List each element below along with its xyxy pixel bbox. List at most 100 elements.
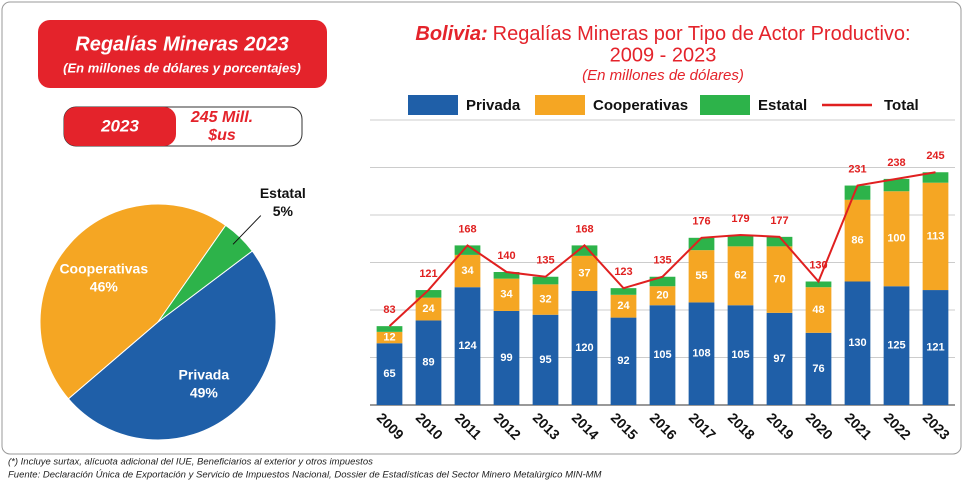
bar-segment (571, 291, 598, 405)
total-label: 168 (458, 223, 476, 235)
title-line2: 2009 - 2023 (610, 44, 717, 66)
legend-label: Cooperativas (593, 97, 688, 114)
bar-value: 55 (695, 270, 707, 282)
bar-value: 76 (812, 363, 824, 375)
bar-segment (493, 272, 520, 279)
bar-segment (805, 332, 832, 405)
total-label: 168 (575, 223, 593, 235)
bar-segment (610, 294, 637, 318)
bar-segment (415, 297, 442, 321)
badge-left (64, 107, 176, 146)
total-label: 140 (497, 250, 515, 262)
bar-value: 20 (656, 290, 668, 302)
bar-segment (883, 191, 910, 287)
bar-segment (376, 343, 403, 405)
badge-year: 2023 (100, 116, 139, 135)
title-emphasis: Bolivia: (415, 23, 487, 45)
bar-value: 34 (461, 265, 474, 277)
total-label: 83 (383, 304, 395, 316)
bar-segment (922, 172, 949, 183)
bar-value: 12 (383, 331, 395, 343)
bar-segment (727, 234, 754, 247)
title-line1: Regalías Mineras por Tipo de Actor Produ… (493, 23, 911, 45)
footnote: (*) Incluye surtax, alícuota adicional d… (8, 457, 373, 468)
slice-label: Privada (179, 367, 230, 383)
bar-segment (493, 278, 520, 311)
bar-segment (688, 237, 715, 251)
bar-value: 86 (851, 235, 863, 247)
footnote: Fuente: Declaración Única de Exportación… (8, 470, 602, 481)
bar-segment (844, 185, 871, 200)
pie-title: Regalías Mineras 2023 (75, 33, 288, 55)
bar-value: 65 (383, 368, 395, 380)
total-line (388, 171, 936, 327)
total-label: 123 (614, 266, 632, 278)
bar-segment (610, 288, 637, 295)
bar-value: 125 (887, 340, 905, 352)
bar-value: 105 (653, 349, 671, 361)
bar-value: 99 (500, 352, 512, 364)
bar-value: 124 (458, 340, 477, 352)
bar-segment (610, 317, 637, 405)
slice-value: 49% (190, 385, 219, 401)
bar-segment (454, 287, 481, 405)
bar-segment (844, 199, 871, 282)
bar-segment (493, 310, 520, 405)
bar-value: 24 (422, 303, 435, 315)
slice-label: Estatal (260, 185, 306, 201)
legend-label: Privada (466, 97, 521, 114)
bar-segment (844, 281, 871, 405)
bar-value: 92 (617, 355, 629, 367)
bar-segment (571, 245, 598, 256)
leader-line (232, 215, 262, 245)
total-label: 245 (926, 150, 944, 162)
bar-value: 100 (887, 233, 905, 245)
bar-value: 105 (731, 349, 749, 361)
badge-total: 245 Mill. (190, 109, 253, 126)
bar-segment (532, 314, 559, 405)
bar-segment (688, 250, 715, 303)
bar-segment (415, 320, 442, 405)
bar-segment (571, 255, 598, 291)
bar-segment (376, 326, 403, 332)
pie-slice (67, 250, 277, 441)
total-label: 130 (809, 259, 827, 271)
total-label: 135 (536, 255, 554, 267)
bar-segment (415, 290, 442, 298)
bar-segment (805, 281, 832, 288)
bar-value: 130 (848, 337, 866, 349)
total-label: 176 (692, 216, 710, 228)
pie-header (38, 20, 327, 88)
bar-segment (922, 182, 949, 291)
bar-segment (454, 254, 481, 288)
pie-subtitle: (En millones de dólares y porcentajes) (63, 60, 301, 75)
legend-label: Total (884, 97, 919, 114)
bar-title: Bolivia: Regalías Mineras por Tipo de Act… (415, 23, 910, 45)
bar-value: 32 (539, 293, 551, 305)
bar-segment (532, 284, 559, 315)
bar-segment (766, 312, 793, 405)
total-label: 179 (731, 213, 749, 225)
bar-subtitle: (En millones de dólares) (582, 67, 744, 84)
total-label: 121 (419, 268, 437, 280)
bar-value: 113 (927, 230, 945, 242)
bar-value: 37 (578, 267, 590, 279)
bar-value: 120 (575, 342, 593, 354)
bar-value: 48 (812, 304, 824, 316)
bar-segment (649, 276, 676, 287)
bar-segment (883, 178, 910, 192)
bar-segment (766, 246, 793, 313)
bar-segment (727, 246, 754, 306)
bar-segment (649, 305, 676, 405)
slice-value: 46% (90, 279, 119, 295)
bar-segment (376, 331, 403, 344)
legend-swatch (700, 95, 750, 115)
bar-segment (532, 276, 559, 285)
bar-segment (805, 287, 832, 333)
bar-value: 108 (692, 348, 710, 360)
legend-swatch (408, 95, 458, 115)
bar-value: 121 (926, 341, 944, 353)
bar-value: 70 (773, 274, 785, 286)
pie-slice (39, 203, 227, 400)
